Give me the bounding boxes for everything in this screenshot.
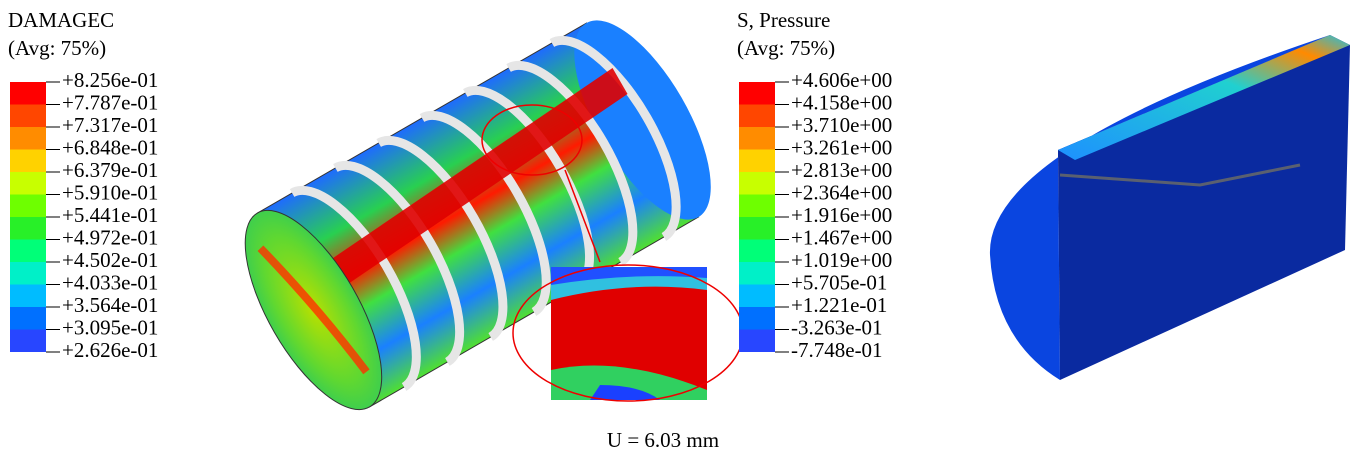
color-band (10, 195, 46, 218)
legend-label: +1.467e+00 (791, 225, 892, 249)
color-band (10, 172, 46, 195)
color-band (10, 330, 46, 353)
legend-label: -3.263e-01 (791, 315, 883, 339)
color-band (739, 240, 775, 263)
legend-label: +5.910e-01 (62, 180, 158, 204)
legend-label: +3.095e-01 (62, 315, 158, 339)
color-band (10, 150, 46, 173)
color-band (739, 307, 775, 330)
color-band (10, 82, 46, 105)
legend-title: DAMAGEC (8, 8, 114, 32)
color-band (739, 127, 775, 150)
color-band (10, 307, 46, 330)
color-band (10, 262, 46, 285)
legend-label: +5.705e-01 (791, 270, 887, 294)
legend-label: +3.710e+00 (791, 113, 892, 137)
legend-label: +7.787e-01 (62, 90, 158, 114)
legend-subtitle: (Avg: 75%) (737, 36, 835, 60)
legend-label: +8.256e-01 (62, 68, 158, 92)
color-band (739, 262, 775, 285)
legend-label: +5.441e-01 (62, 203, 158, 227)
caption: U = 6.03 mm (607, 428, 719, 452)
legend-label: +2.813e+00 (791, 158, 892, 182)
legend-label: +6.379e-01 (62, 158, 158, 182)
legend-label: +6.848e-01 (62, 135, 158, 159)
legend-label: +1.221e-01 (791, 293, 887, 317)
color-band (10, 240, 46, 263)
color-band (739, 195, 775, 218)
legend-label: +4.033e-01 (62, 270, 158, 294)
legend-label: +4.158e+00 (791, 90, 892, 114)
color-band (10, 285, 46, 308)
legend-label: +3.564e-01 (62, 293, 158, 317)
legend-label: -7.748e-01 (791, 338, 883, 362)
legend-label: +4.972e-01 (62, 225, 158, 249)
color-band (739, 217, 775, 240)
legend-label: +3.261e+00 (791, 135, 892, 159)
color-band (10, 217, 46, 240)
legend-title: S, Pressure (737, 8, 830, 32)
color-band (739, 105, 775, 128)
legend-label: +2.626e-01 (62, 338, 158, 362)
color-band (739, 172, 775, 195)
figure: DAMAGEC (Avg: 75%) +8.256e-01+7.787e-01+7.… (0, 0, 1354, 456)
color-band (739, 150, 775, 173)
color-band (10, 105, 46, 128)
half-cylinder-model (990, 35, 1350, 380)
legend-label: +4.606e+00 (791, 68, 892, 92)
zoom-inset (551, 267, 707, 400)
legend-label: +7.317e-01 (62, 113, 158, 137)
color-band (10, 127, 46, 150)
legend-label: +2.364e+00 (791, 180, 892, 204)
color-band (739, 285, 775, 308)
legend-subtitle: (Avg: 75%) (8, 36, 106, 60)
color-band (739, 330, 775, 353)
legend-label: +1.916e+00 (791, 203, 892, 227)
legend-label: +1.019e+00 (791, 248, 892, 272)
legend-label: +4.502e-01 (62, 248, 158, 272)
color-band (739, 82, 775, 105)
